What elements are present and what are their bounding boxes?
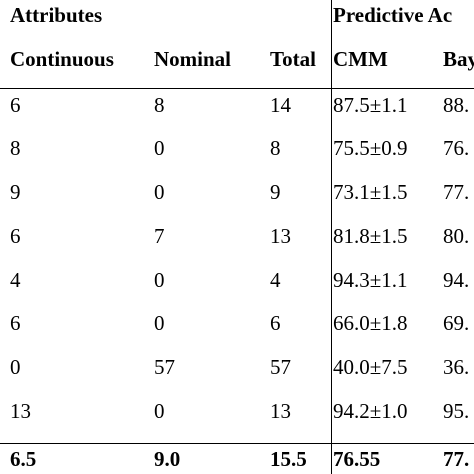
cell-cmm: 81.8±1.5 [333, 224, 408, 248]
cell-total: 13 [270, 224, 291, 248]
cell-cmm: 94.2±1.0 [333, 399, 408, 423]
cell-continuous: 0 [10, 355, 21, 379]
cell-nominal: 0 [154, 180, 165, 204]
cell-bay: 77. [443, 180, 470, 204]
cell-cmm: 75.5±0.9 [333, 136, 408, 160]
summary-total: 15.5 [270, 447, 307, 471]
header-rule [0, 88, 474, 89]
cell-nominal: 8 [154, 93, 165, 117]
cell-continuous: 6 [10, 224, 21, 248]
cell-total: 9 [270, 180, 281, 204]
cell-total: 4 [270, 268, 281, 292]
cell-cmm: 87.5±1.1 [333, 93, 408, 117]
cell-nominal: 0 [154, 399, 165, 423]
cell-total: 8 [270, 136, 281, 160]
cell-continuous: 6 [10, 93, 21, 117]
cell-continuous: 9 [10, 180, 21, 204]
header-group-predictive: Predictive Ac [333, 3, 453, 27]
summary-cmm: 76.55 [333, 447, 381, 471]
summary-continuous: 6.5 [10, 447, 37, 471]
cell-bay: 88. [443, 93, 470, 117]
cell-cmm: 40.0±7.5 [333, 355, 408, 379]
cell-nominal: 0 [154, 268, 165, 292]
cell-total: 57 [270, 355, 291, 379]
cell-continuous: 6 [10, 311, 21, 335]
cell-total: 13 [270, 399, 291, 423]
cell-bay: 95. [443, 399, 470, 423]
cell-nominal: 0 [154, 311, 165, 335]
header-col-cmm: CMM [333, 47, 388, 71]
cell-total: 6 [270, 311, 281, 335]
cell-continuous: 4 [10, 268, 21, 292]
cell-bay: 36. [443, 355, 470, 379]
cell-cmm: 94.3±1.1 [333, 268, 408, 292]
cell-cmm: 66.0±1.8 [333, 311, 408, 335]
header-col-nominal: Nominal [154, 47, 232, 71]
cell-nominal: 7 [154, 224, 165, 248]
cell-total: 14 [270, 93, 291, 117]
header-col-continuous: Continuous [10, 47, 114, 71]
cell-nominal: 57 [154, 355, 175, 379]
cell-continuous: 8 [10, 136, 21, 160]
summary-rule [0, 443, 474, 444]
header-col-bay: Bay [443, 47, 474, 71]
cell-bay: 69. [443, 311, 470, 335]
summary-bay: 77. [443, 447, 470, 471]
cell-cmm: 73.1±1.5 [333, 180, 408, 204]
cell-continuous: 13 [10, 399, 31, 423]
cell-bay: 94. [443, 268, 470, 292]
column-divider [331, 0, 332, 474]
cell-nominal: 0 [154, 136, 165, 160]
cell-bay: 76. [443, 136, 470, 160]
header-col-total: Total [270, 47, 316, 71]
header-group-attributes: Attributes [10, 3, 103, 27]
summary-nominal: 9.0 [154, 447, 181, 471]
cell-bay: 80. [443, 224, 470, 248]
